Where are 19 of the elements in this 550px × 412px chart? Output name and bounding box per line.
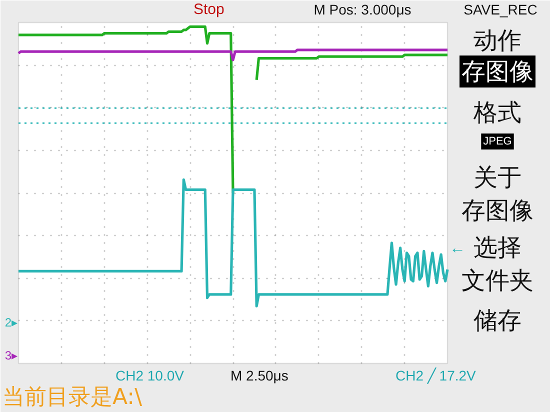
text: 选择 — [474, 234, 522, 262]
text: 动作 — [474, 26, 522, 54]
text: 储存 — [474, 306, 522, 334]
text: M Pos: 3.000μs — [314, 2, 412, 18]
text: 当前目录是A:\ — [2, 385, 143, 410]
text: 2▸ — [4, 316, 18, 330]
text: JPEG — [483, 136, 512, 148]
text: 文件夹 — [462, 266, 534, 294]
text: 格式 — [472, 98, 522, 126]
text: CH2 ╱ 17.2V — [396, 368, 477, 384]
text: 3▸ — [4, 348, 18, 362]
text: 关于 — [474, 164, 522, 192]
text: ← — [450, 240, 466, 257]
text: CH2 10.0V — [116, 368, 185, 384]
text: Stop — [194, 1, 224, 18]
text: SAVE_REC — [464, 2, 538, 18]
text: 存图像 — [462, 196, 534, 224]
text: M 2.50μs — [230, 368, 288, 384]
text: 存图像 — [462, 58, 534, 86]
